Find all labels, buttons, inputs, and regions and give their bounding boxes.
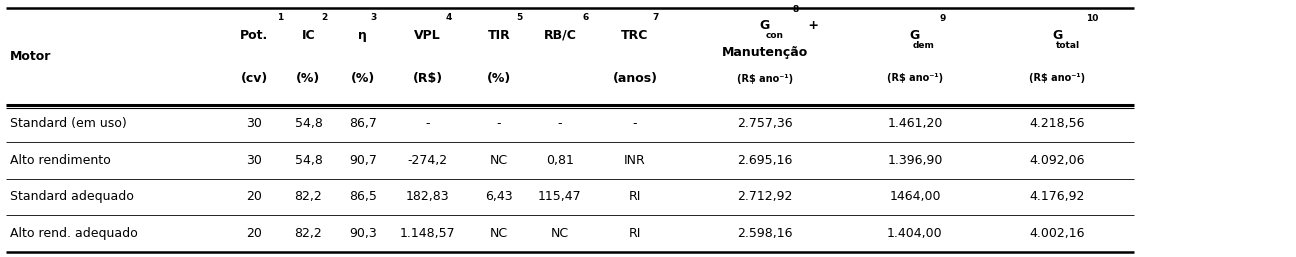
Text: 20: 20 — [246, 227, 262, 240]
Text: IC: IC — [302, 29, 315, 42]
Text: (%): (%) — [351, 71, 375, 85]
Text: Standard (em uso): Standard (em uso) — [10, 117, 127, 130]
Text: 4: 4 — [446, 13, 451, 22]
Text: 1.396,90: 1.396,90 — [888, 154, 942, 167]
Text: dem: dem — [914, 41, 934, 50]
Text: 82,2: 82,2 — [294, 190, 323, 204]
Text: TRC: TRC — [621, 29, 649, 42]
Text: -274,2: -274,2 — [408, 154, 447, 167]
Text: NC: NC — [490, 154, 508, 167]
Text: RI: RI — [629, 227, 642, 240]
Text: (anos): (anos) — [613, 71, 657, 85]
Text: 1.148,57: 1.148,57 — [400, 227, 455, 240]
Text: 115,47: 115,47 — [538, 190, 582, 204]
Text: 86,5: 86,5 — [349, 190, 377, 204]
Text: 2.757,36: 2.757,36 — [737, 117, 792, 130]
Text: INR: INR — [625, 154, 645, 167]
Text: 7: 7 — [653, 13, 658, 22]
Text: RI: RI — [629, 190, 642, 204]
Text: (%): (%) — [487, 71, 511, 85]
Text: 82,2: 82,2 — [294, 227, 323, 240]
Text: NC: NC — [490, 227, 508, 240]
Text: Motor: Motor — [10, 50, 52, 63]
Text: -: - — [632, 117, 638, 130]
Text: Pot.: Pot. — [240, 29, 268, 42]
Text: con: con — [766, 31, 784, 40]
Text: RB/C: RB/C — [543, 29, 577, 42]
Text: (R$): (R$) — [412, 71, 443, 85]
Text: 2.598,16: 2.598,16 — [737, 227, 792, 240]
Text: 1.404,00: 1.404,00 — [888, 227, 942, 240]
Text: 182,83: 182,83 — [406, 190, 450, 204]
Text: Alto rendimento: Alto rendimento — [10, 154, 111, 167]
Text: +: + — [804, 19, 819, 32]
Text: 90,7: 90,7 — [349, 154, 377, 167]
Text: 1.461,20: 1.461,20 — [888, 117, 942, 130]
Text: 1: 1 — [277, 13, 283, 22]
Text: 2.712,92: 2.712,92 — [737, 190, 792, 204]
Text: 90,3: 90,3 — [349, 227, 377, 240]
Text: (%): (%) — [297, 71, 320, 85]
Text: 30: 30 — [246, 154, 262, 167]
Text: (cv): (cv) — [240, 71, 268, 85]
Text: TIR: TIR — [487, 29, 511, 42]
Text: (R$ ano⁻¹): (R$ ano⁻¹) — [886, 73, 943, 83]
Text: 4.092,06: 4.092,06 — [1030, 154, 1085, 167]
Text: 2.695,16: 2.695,16 — [737, 154, 792, 167]
Text: 9: 9 — [940, 14, 945, 23]
Text: 4.218,56: 4.218,56 — [1030, 117, 1085, 130]
Text: 10: 10 — [1086, 14, 1099, 23]
Text: 6,43: 6,43 — [485, 190, 513, 204]
Text: NC: NC — [551, 227, 569, 240]
Text: 54,8: 54,8 — [294, 117, 323, 130]
Text: (R$ ano⁻¹): (R$ ano⁻¹) — [736, 74, 793, 84]
Text: G: G — [910, 29, 920, 42]
Text: 54,8: 54,8 — [294, 154, 323, 167]
Text: 2: 2 — [321, 13, 327, 22]
Text: G: G — [1052, 29, 1063, 42]
Text: 4.002,16: 4.002,16 — [1030, 227, 1085, 240]
Text: total: total — [1056, 41, 1080, 50]
Text: -: - — [496, 117, 502, 130]
Text: 3: 3 — [371, 13, 376, 22]
Text: η: η — [359, 29, 367, 42]
Text: 1464,00: 1464,00 — [889, 190, 941, 204]
Text: 20: 20 — [246, 190, 262, 204]
Text: (R$ ano⁻¹): (R$ ano⁻¹) — [1029, 73, 1086, 83]
Text: -: - — [425, 117, 430, 130]
Text: 5: 5 — [517, 13, 522, 22]
Text: 86,7: 86,7 — [349, 117, 377, 130]
Text: 4.176,92: 4.176,92 — [1030, 190, 1085, 204]
Text: 8: 8 — [793, 5, 798, 14]
Text: G: G — [759, 19, 770, 32]
Text: VPL: VPL — [415, 29, 441, 42]
Text: Manutenção: Manutenção — [722, 46, 807, 59]
Text: Standard adequado: Standard adequado — [10, 190, 135, 204]
Text: Alto rend. adequado: Alto rend. adequado — [10, 227, 139, 240]
Text: 6: 6 — [583, 13, 588, 22]
Text: -: - — [557, 117, 562, 130]
Text: 30: 30 — [246, 117, 262, 130]
Text: 0,81: 0,81 — [546, 154, 574, 167]
